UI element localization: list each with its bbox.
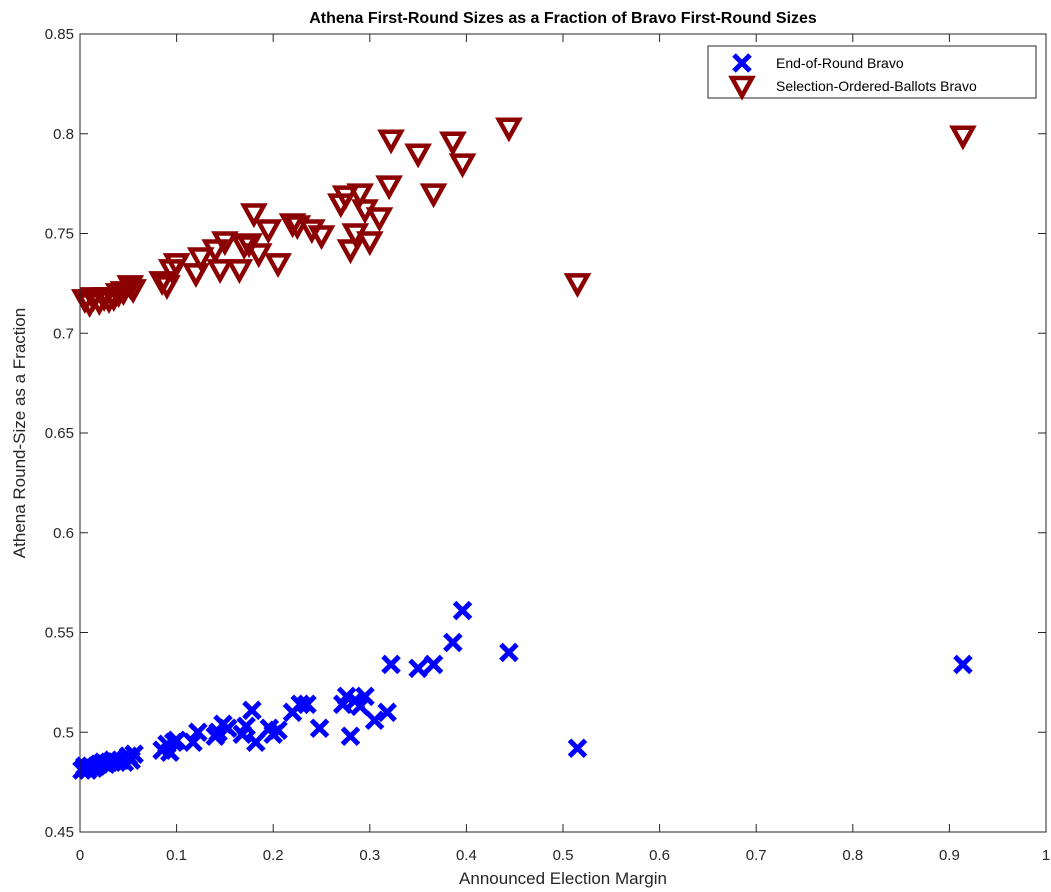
y-tick-label: 0.55 [45,625,74,642]
x-axis-label: Announced Election Margin [459,869,667,888]
x-tick-label: 0.2 [263,847,284,864]
data-point-end-of-round-bravo [377,702,397,723]
data-point-selection-ordered-ballots-bravo [404,143,432,169]
data-point-end-of-round-bravo [355,686,375,707]
data-point-selection-ordered-ballots-bravo [254,219,283,245]
data-point-selection-ordered-ballots-bravo [182,263,210,289]
data-point-selection-ordered-ballots-bravo [355,231,384,257]
x-tick-label: 0.1 [166,847,187,864]
x-tick-label: 0.4 [456,847,477,864]
data-markers [71,117,977,780]
legend-label-end-of-round-bravo: End-of-Round Bravo [776,55,904,71]
x-tick-label: 0.8 [842,847,863,864]
data-point-selection-ordered-ballots-bravo [211,231,239,257]
x-tick-label: 0.7 [746,847,767,864]
data-point-selection-ordered-ballots-bravo [186,247,215,273]
data-point-selection-ordered-ballots-bravo [244,243,273,269]
data-point-selection-ordered-ballots-bravo [225,259,254,285]
data-point-selection-ordered-ballots-bravo [307,225,336,251]
data-point-selection-ordered-ballots-bravo [99,287,128,312]
legend-marker-end-of-round-bravo [732,53,752,73]
x-tick-label: 0.9 [939,847,960,864]
x-tick-label: 0 [76,847,84,864]
data-point-end-of-round-bravo [381,654,401,675]
data-point-selection-ordered-ballots-bravo [365,207,394,233]
legend-marker-selection-ordered-ballots-bravo [728,75,756,101]
y-tick-label: 0.7 [53,325,74,342]
x-tick-label: 1 [1042,847,1050,864]
data-point-selection-ordered-ballots-bravo [563,273,592,299]
x-tick-label: 0.5 [553,847,574,864]
data-point-end-of-round-bravo [340,726,361,747]
data-point-end-of-round-bravo [290,694,311,715]
legend: End-of-Round Bravo Selection-Ordered-Bal… [707,45,1037,101]
data-point-end-of-round-bravo [183,732,203,752]
data-point-selection-ordered-ballots-bravo [346,183,374,209]
data-point-end-of-round-bravo [236,716,256,737]
data-point-end-of-round-bravo [309,718,330,739]
data-point-selection-ordered-ballots-bravo [298,219,326,245]
data-point-end-of-round-bravo [567,738,588,758]
data-point-end-of-round-bravo [443,632,463,653]
data-point-selection-ordered-ballots-bravo [119,279,147,304]
y-tick-label: 0.75 [45,226,74,243]
data-point-selection-ordered-ballots-bravo [336,239,365,265]
x-tick-label: 0.6 [649,847,670,864]
data-point-selection-ordered-ballots-bravo [439,131,467,157]
data-point-selection-ordered-ballots-bravo [240,203,268,229]
y-tick-label: 0.65 [45,425,74,442]
data-point-selection-ordered-ballots-bravo [201,239,230,265]
legend-x-marker-icon [732,53,752,73]
data-point-end-of-round-bravo [452,600,473,621]
data-point-end-of-round-bravo [350,696,370,717]
data-point-selection-ordered-ballots-bravo [264,253,292,279]
data-point-end-of-round-bravo [297,694,317,715]
data-point-end-of-round-bravo [364,710,385,731]
y-tick-label: 0.6 [53,525,74,542]
x-tick-label: 0.3 [359,847,380,864]
data-point-selection-ordered-ballots-bravo [153,275,181,301]
data-point-end-of-round-bravo [246,732,266,752]
y-tick-label: 0.8 [53,126,74,143]
x-axis-ticks: 0 0.1 0.2 0.3 0.4 0.5 0.6 0.7 0.8 0.9 1 [76,34,1050,864]
legend-triangle-marker-icon [728,75,756,101]
data-point-selection-ordered-ballots-bravo [949,125,977,151]
legend-box [707,45,1037,99]
data-point-end-of-round-bravo [408,658,428,679]
chart-title: Athena First-Round Sizes as a Fraction o… [309,10,817,27]
data-point-selection-ordered-ballots-bravo [377,129,405,155]
data-point-end-of-round-bravo [242,700,262,721]
data-point-selection-ordered-ballots-bravo [495,117,523,143]
data-point-end-of-round-bravo [166,730,187,750]
data-point-end-of-round-bravo [188,722,208,743]
y-tick-label: 0.45 [45,824,74,841]
y-tick-label: 0.85 [45,26,74,43]
data-point-selection-ordered-ballots-bravo [162,253,191,279]
data-point-end-of-round-bravo [218,718,238,739]
data-point-selection-ordered-ballots-bravo [375,175,403,201]
data-point-selection-ordered-ballots-bravo [331,185,360,211]
y-tick-label: 0.5 [53,724,74,741]
data-point-end-of-round-bravo [499,642,519,663]
data-point-selection-ordered-ballots-bravo [419,183,448,209]
data-point-selection-ordered-ballots-bravo [448,153,477,179]
data-point-end-of-round-bravo [268,720,288,741]
data-point-selection-ordered-ballots-bravo [148,271,176,297]
data-point-selection-ordered-ballots-bravo [206,259,234,285]
data-point-end-of-round-bravo [953,654,973,675]
data-point-end-of-round-bravo [124,744,144,764]
y-axis-label: Athena Round-Size as a Fraction [10,308,29,558]
data-point-end-of-round-bravo [423,654,444,675]
legend-label-selection-ordered-ballots-bravo: Selection-Ordered-Ballots Bravo [776,78,977,94]
y-axis-ticks: 0.45 0.5 0.55 0.6 0.65 0.7 0.75 0.8 0.85 [45,26,1046,841]
plot-area-frame [79,33,1047,833]
